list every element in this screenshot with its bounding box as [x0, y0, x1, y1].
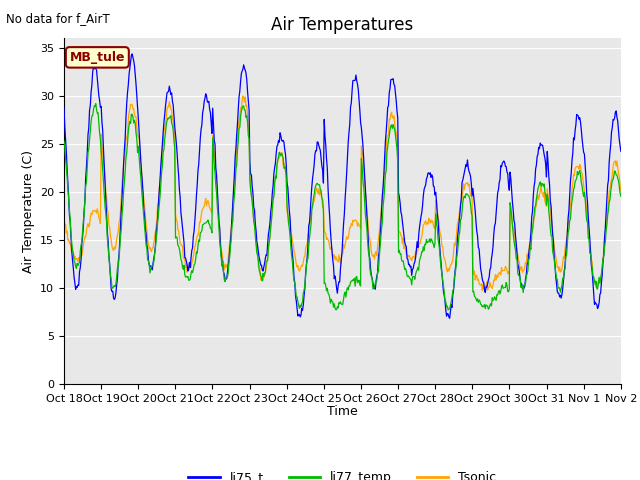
Title: Air Temperatures: Air Temperatures — [271, 16, 413, 34]
Legend: li75_t, li77_temp, Tsonic: li75_t, li77_temp, Tsonic — [184, 466, 501, 480]
Text: No data for f_AirT: No data for f_AirT — [6, 12, 110, 25]
Text: MB_tule: MB_tule — [70, 51, 125, 64]
Y-axis label: Air Temperature (C): Air Temperature (C) — [22, 150, 35, 273]
X-axis label: Time: Time — [327, 405, 358, 418]
